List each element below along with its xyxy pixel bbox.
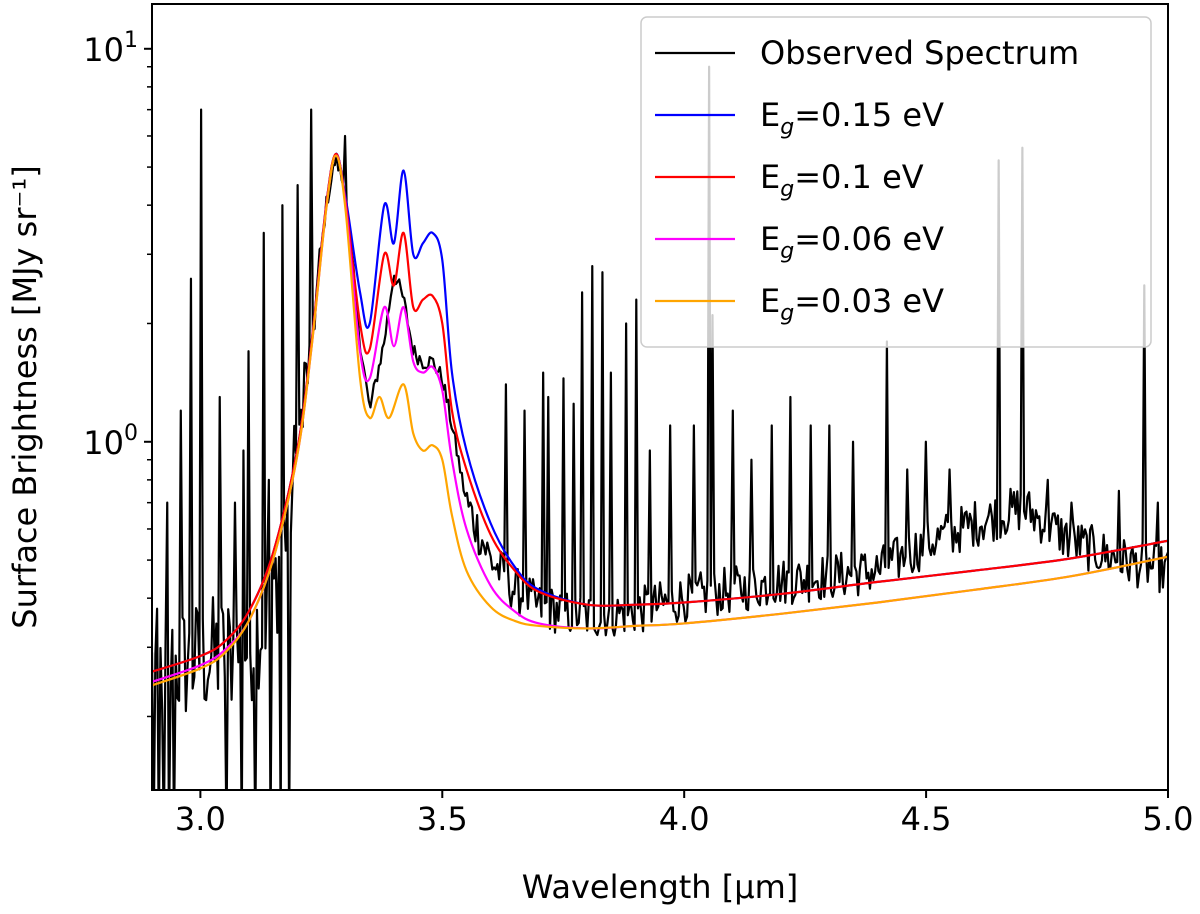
- plot-frame: [151, 3, 1169, 791]
- legend-label: Eg=0.1 eV: [760, 158, 924, 202]
- x-tick-label: 3.0: [175, 800, 226, 838]
- x-tick-label: 5.0: [1143, 800, 1194, 838]
- legend-label: Eg=0.06 eV: [760, 220, 944, 264]
- legend-item-e-g-0-15-ev: Eg=0.15 eV: [655, 96, 944, 140]
- legend-item-e-g-0-06-ev: Eg=0.06 eV: [655, 220, 944, 264]
- legend-label: Eg=0.15 eV: [760, 96, 944, 140]
- axes-layer: 3.0 3.5 4.0 4.5 5.0 100 101: [83, 3, 1194, 838]
- y-axis-label: Surface Brightness [MJy sr⁻¹]: [6, 165, 44, 628]
- x-tick-label: 3.5: [417, 800, 468, 838]
- legend-item-observed-spectrum: Observed Spectrum: [655, 34, 1079, 72]
- legend-label: Eg=0.03 eV: [760, 282, 944, 326]
- x-tick-label: 4.5: [901, 800, 952, 838]
- legend-label: Observed Spectrum: [760, 34, 1079, 72]
- legend-item-e-g-0-03-ev: Eg=0.03 eV: [655, 282, 944, 326]
- y-tick-label: 101: [83, 28, 138, 69]
- legend-item-e-g-0-1-ev: Eg=0.1 eV: [655, 158, 924, 202]
- x-axis-label: Wavelength [μm]: [522, 868, 799, 906]
- legend: Observed Spectrum Eg=0.15 eV Eg=0.1 eV Eg=0…: [640, 16, 1152, 348]
- series-e-g-0-03-ev: [152, 154, 1168, 687]
- x-tick-label: 4.0: [659, 800, 710, 838]
- legend-box: [640, 16, 1152, 348]
- y-tick-label: 100: [83, 421, 138, 462]
